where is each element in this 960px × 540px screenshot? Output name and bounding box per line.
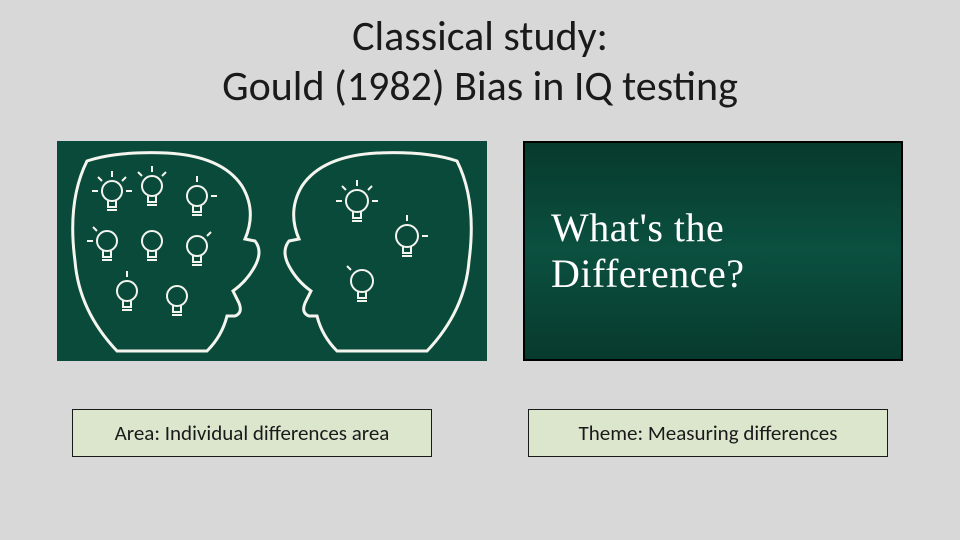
title-line-1: Classical study: (352, 11, 608, 62)
diff-line-2: Difference? (551, 251, 745, 296)
slide-title: Classical study: Gould (1982) Bias in IQ… (222, 12, 738, 113)
diff-line-1: What's the (551, 205, 724, 250)
captions-row: Area: Individual differences area Theme:… (0, 409, 960, 457)
image-left-chalkboard-heads (57, 141, 487, 361)
title-line-2: Gould (1982) Bias in IQ testing (222, 61, 738, 112)
images-row: What's the Difference? (0, 141, 960, 361)
caption-area-box: Area: Individual differences area (72, 409, 432, 457)
heads-bulbs-icon (57, 141, 487, 361)
caption-area-text: Area: Individual differences area (115, 420, 390, 446)
difference-text: What's the Difference? (551, 205, 901, 297)
image-right-difference-text: What's the Difference? (523, 141, 903, 361)
caption-theme-box: Theme: Measuring differences (528, 409, 888, 457)
slide: Classical study: Gould (1982) Bias in IQ… (0, 0, 960, 540)
caption-theme-text: Theme: Measuring differences (579, 420, 838, 446)
